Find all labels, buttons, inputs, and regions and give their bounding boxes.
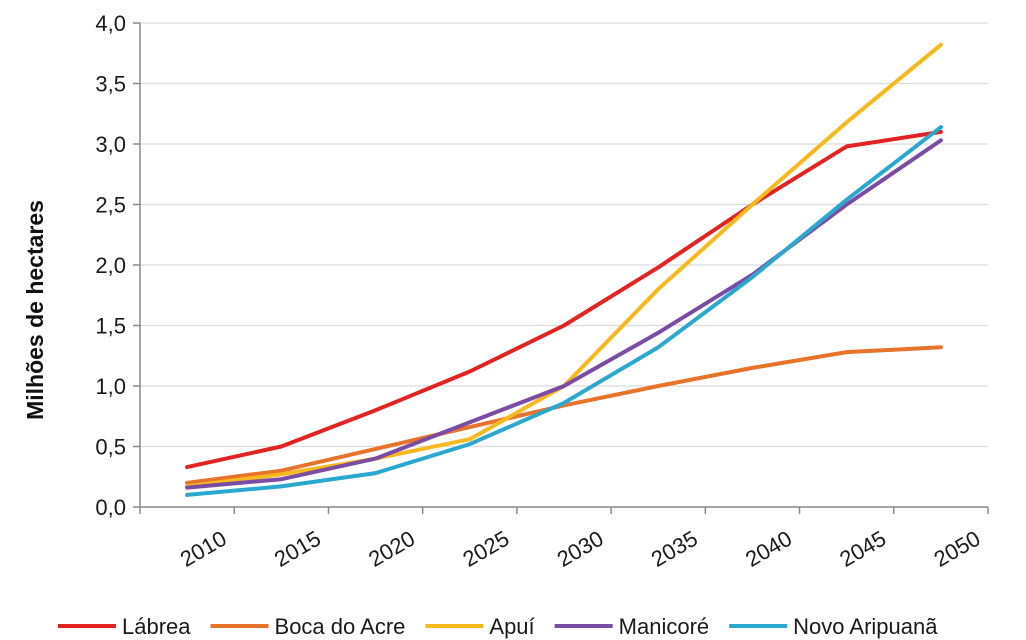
y-axis-label: Milhões de hectares bbox=[22, 200, 48, 420]
legend-label: Novo Aripuanã bbox=[793, 614, 938, 639]
axes bbox=[133, 22, 989, 514]
y-tick-label: 4,0 bbox=[95, 11, 126, 36]
x-tick-label: 2045 bbox=[835, 526, 890, 572]
y-tick-label: 1,5 bbox=[95, 314, 126, 339]
x-tick-labels: 2010 2015 2020 2025 2030 2035 2040 2045 2050 bbox=[176, 526, 985, 572]
legend-label: Manicoré bbox=[619, 614, 709, 639]
y-tick-label: 0,0 bbox=[95, 495, 126, 520]
y-tick-label: 1,0 bbox=[95, 374, 126, 399]
x-tick-label: 2010 bbox=[176, 526, 231, 572]
x-tick-label: 2025 bbox=[458, 526, 513, 572]
x-tick-label: 2040 bbox=[741, 526, 796, 572]
series-lines bbox=[185, 42, 943, 497]
series-line bbox=[185, 345, 943, 485]
legend-label: Apuí bbox=[489, 614, 534, 639]
series-line bbox=[185, 125, 943, 497]
legend-label: Boca do Acre bbox=[275, 614, 406, 639]
x-tick-label: 2035 bbox=[647, 526, 702, 572]
x-tick-label: 2015 bbox=[270, 526, 325, 572]
series-line bbox=[185, 129, 943, 470]
y-tick-label: 2,0 bbox=[95, 253, 126, 278]
y-tick-labels: 0,0 0,5 1,0 1,5 2,0 2,5 3,0 3,5 4,0 bbox=[95, 11, 126, 520]
legend: Lábrea Boca do Acre Apuí Manicoré Novo Aripu… bbox=[58, 614, 938, 639]
y-tick-label: 3,5 bbox=[95, 72, 126, 97]
y-tick-label: 3,0 bbox=[95, 132, 126, 157]
y-tick-label: 0,5 bbox=[95, 435, 126, 460]
grid-lines bbox=[140, 22, 988, 448]
series-line bbox=[185, 138, 943, 490]
x-tick-label: 2050 bbox=[930, 526, 985, 572]
x-tick-label: 2030 bbox=[553, 526, 608, 572]
legend-label: Lábrea bbox=[122, 614, 191, 639]
y-tick-label: 2,5 bbox=[95, 193, 126, 218]
x-tick-label: 2020 bbox=[364, 526, 419, 572]
